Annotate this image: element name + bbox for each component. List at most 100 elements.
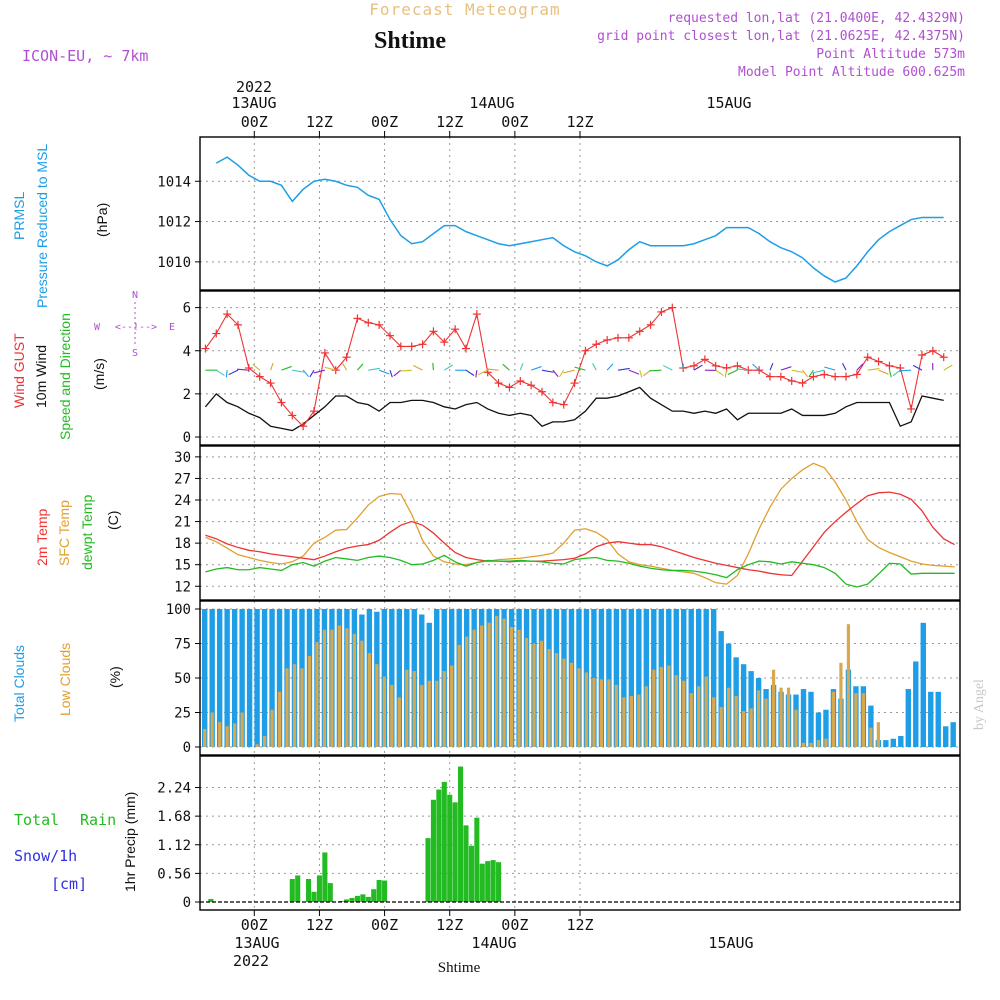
wind-direction-arrow <box>606 363 614 371</box>
low-cloud-bar <box>397 697 401 747</box>
precip-bar <box>447 794 453 902</box>
total-cloud-bar <box>628 609 635 747</box>
compass-dash: <--!--> <box>115 322 157 333</box>
low-clouds-label: Low Clouds <box>57 643 73 716</box>
low-cloud-bar <box>652 669 656 747</box>
wind-direction-arrow <box>727 369 738 375</box>
compass-w: W <box>94 322 101 333</box>
low-cloud-bar <box>412 671 416 747</box>
low-cloud-bar <box>315 642 319 747</box>
wind-direction-arrow <box>649 369 662 372</box>
total-cloud-bar <box>224 609 230 747</box>
total-cloud-bar <box>216 609 223 747</box>
low-cloud-bar <box>801 742 806 747</box>
low-cloud-bar <box>539 640 544 747</box>
compass-n: N <box>132 290 138 301</box>
y-tick-label: 1.12 <box>157 838 191 854</box>
low-cloud-bar <box>689 693 693 747</box>
snow-unit-label: [cm] <box>51 875 87 893</box>
total-cloud-bar <box>688 609 694 747</box>
y-tick-label: 100 <box>166 602 191 618</box>
total-cloud-bar <box>276 609 283 747</box>
bottom-hour-label: 00Z <box>501 916 528 934</box>
wind-direction-arrow <box>769 362 774 371</box>
x-axis-label: Shtime <box>438 960 481 976</box>
precip-bar <box>490 860 496 902</box>
low-cloud-bar <box>779 687 783 747</box>
low-cloud-bar <box>524 637 529 747</box>
panel-frame <box>199 290 961 446</box>
wind-label: 10m Wind <box>33 345 49 408</box>
y-tick-label: 50 <box>174 671 191 687</box>
low-cloud-bar <box>450 665 454 747</box>
y-tick-label: 12 <box>174 579 191 595</box>
precip-bar <box>354 895 360 902</box>
precip-bar <box>208 898 214 902</box>
wind-direction-arrow <box>912 364 923 371</box>
wind-direction-arrow <box>888 370 892 378</box>
total-cloud-bar <box>239 609 245 747</box>
top-hour-label: 12Z <box>436 113 463 131</box>
wind-direction-arrow <box>878 369 889 375</box>
precip-bar <box>496 862 502 902</box>
gust-label: Wind GUST <box>11 333 27 408</box>
precip-bar <box>306 879 312 902</box>
total-cloud-bar <box>815 712 822 747</box>
wind-direction-arrow <box>563 369 575 374</box>
bottom-hour-label: 12Z <box>306 916 333 934</box>
y-tick-label: 15 <box>174 558 191 574</box>
tsfc-label: SFC Temp <box>56 500 72 566</box>
y-tick-label: 0 <box>183 895 191 911</box>
precip-bar <box>485 861 491 902</box>
low-cloud-bar <box>839 662 843 747</box>
total-cloud-bar <box>800 689 807 747</box>
wind-direction-arrow <box>478 369 488 376</box>
wind-direction-arrow <box>228 369 239 376</box>
chart-title: Forecast Meteogram <box>369 0 560 19</box>
wind-direction-arrow <box>530 366 542 371</box>
wind-direction-arrow <box>324 366 336 371</box>
total-cloud-bar <box>740 664 747 747</box>
precip-bar <box>382 880 388 902</box>
low-cloud-bar <box>547 649 551 747</box>
y-tick-label: 0 <box>183 740 191 756</box>
low-cloud-bar <box>322 629 327 747</box>
bottom-year-label: 2022 <box>233 952 269 970</box>
total-cloud-bar <box>681 609 687 747</box>
low-cloud-bar <box>390 684 394 747</box>
low-cloud-bar <box>352 633 357 747</box>
low-cloud-bar <box>292 664 297 747</box>
low-cloud-bar <box>554 653 559 747</box>
low-cloud-bar <box>442 671 446 747</box>
bottom-day1-label: 13AUG <box>234 934 279 952</box>
precip-bar <box>430 799 436 902</box>
wind-direction-arrow <box>791 369 804 373</box>
watermark: by Angel <box>972 679 987 730</box>
precip-bar <box>349 897 355 902</box>
wind-direction-arrow <box>842 363 847 371</box>
total-cloud-bar <box>808 691 814 747</box>
pressure-unit: (hPa) <box>94 203 110 237</box>
y-tick-label: 6 <box>183 301 191 317</box>
precip-bar <box>327 883 333 902</box>
total-cloud-bar <box>928 691 934 747</box>
panel-precip: 0 0.56 1.12 1.68 2.24 <box>157 755 961 911</box>
pressure-label-2: Pressure Reduced to MSL <box>34 144 50 308</box>
clouds-unit: (%) <box>107 666 123 688</box>
precip-total-label: Total <box>14 811 59 829</box>
wind-direction-arrow <box>558 369 565 378</box>
temp-unit: (C) <box>105 511 121 530</box>
wind-direction-arrow <box>552 369 559 377</box>
low-cloud-bar <box>420 684 424 747</box>
low-cloud-bar <box>337 625 342 747</box>
wind-direction-arrow <box>270 362 274 371</box>
panel-frame <box>199 600 961 756</box>
wind-direction-arrow <box>574 366 586 371</box>
total-cloud-bar <box>696 609 702 747</box>
wind-direction-arrow <box>389 369 393 378</box>
wind-dir-label: Speed and Direction <box>57 313 73 440</box>
low-cloud-bar <box>210 712 214 747</box>
wind-speed-line <box>204 386 944 432</box>
low-cloud-bar <box>592 678 596 747</box>
y-tick-label: 4 <box>183 344 191 360</box>
